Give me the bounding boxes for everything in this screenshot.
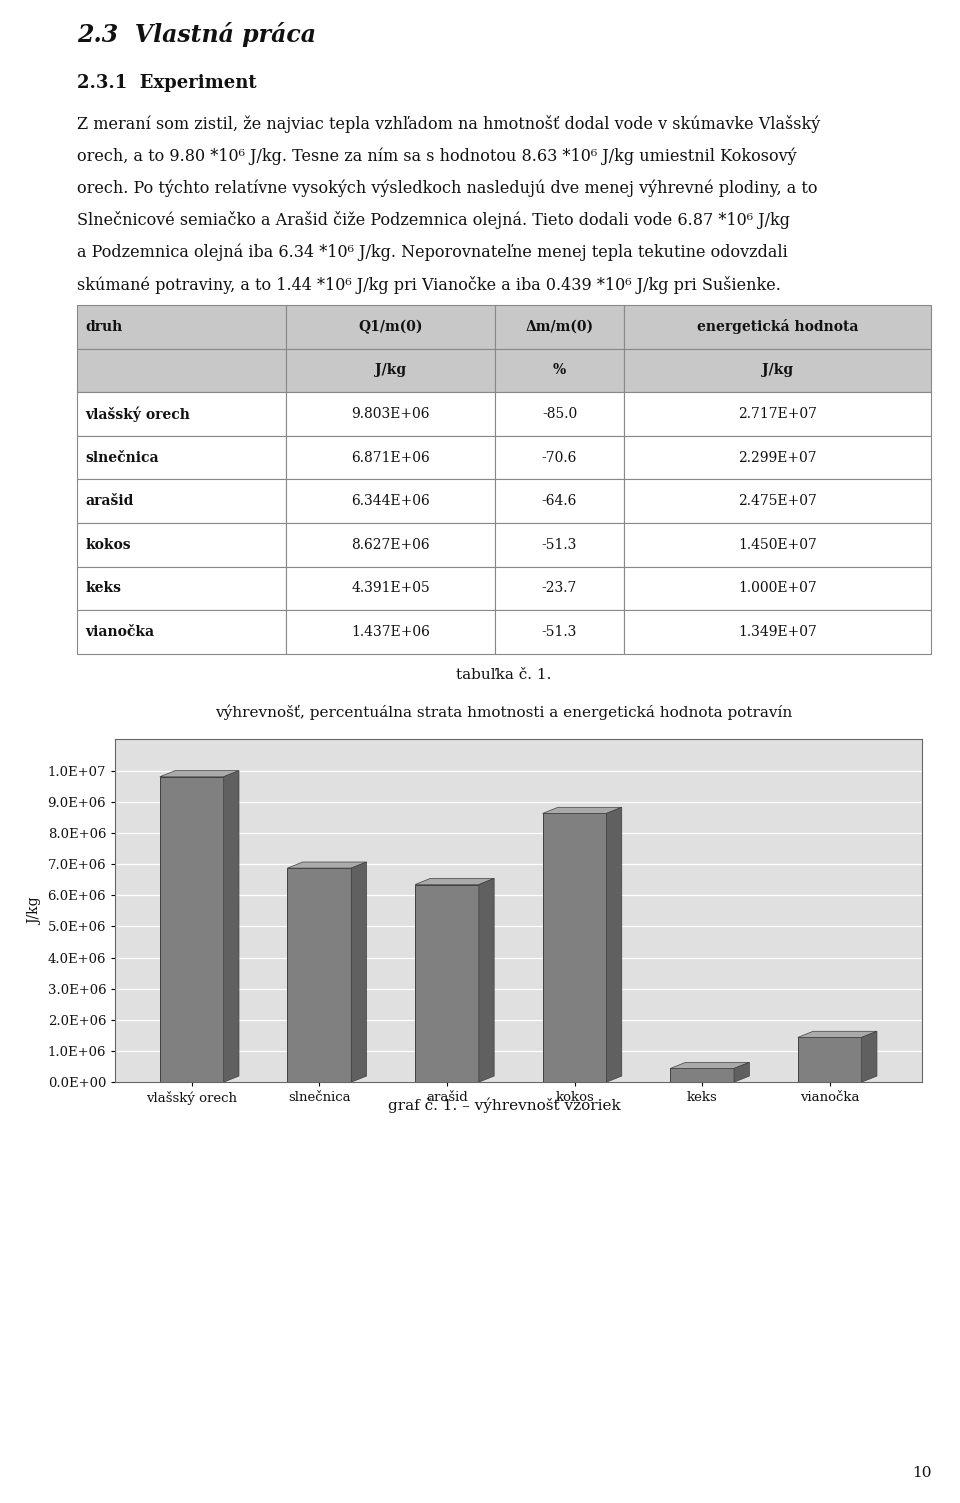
Bar: [624, 305, 931, 349]
Text: %: %: [553, 364, 566, 377]
Text: 2.475E+07: 2.475E+07: [738, 494, 817, 508]
Bar: [77, 436, 286, 479]
Text: vlašský orech: vlašský orech: [85, 406, 190, 422]
Text: Z meraní som zistil, že najviac tepla vzhľadom na hmotnošť dodal vode v skúmavke: Z meraní som zistil, že najviac tepla vz…: [77, 116, 820, 134]
Bar: [495, 523, 624, 567]
Bar: [495, 349, 624, 392]
Polygon shape: [351, 863, 367, 1082]
Bar: [160, 777, 224, 1082]
Polygon shape: [479, 878, 494, 1082]
Bar: [115, 1082, 896, 1085]
Bar: [77, 349, 286, 392]
Y-axis label: J/kg: J/kg: [28, 897, 42, 924]
Text: 6.344E+06: 6.344E+06: [351, 494, 430, 508]
Text: 4.391E+05: 4.391E+05: [351, 582, 430, 595]
Polygon shape: [607, 807, 622, 1082]
Polygon shape: [670, 1063, 750, 1069]
Bar: [77, 392, 286, 436]
Bar: [77, 567, 286, 610]
Text: 10: 10: [912, 1465, 931, 1480]
Polygon shape: [542, 807, 622, 813]
Bar: [415, 885, 479, 1082]
Bar: [286, 523, 495, 567]
Bar: [624, 610, 931, 654]
Polygon shape: [862, 1031, 876, 1082]
Text: orech. Po týchto relatívne vysokých výsledkoch nasledujú dve menej výhrevné plod: orech. Po týchto relatívne vysokých výsl…: [77, 180, 817, 197]
Text: tabuľka č. 1.: tabuľka č. 1.: [456, 667, 552, 682]
Bar: [286, 349, 495, 392]
Text: kokos: kokos: [85, 538, 131, 552]
Text: slnečnica: slnečnica: [85, 451, 159, 464]
Text: Δm/m(0): Δm/m(0): [525, 320, 593, 334]
Bar: [624, 436, 931, 479]
Text: orech, a to 9.80 *10⁶ J/kg. Tesne za ním sa s hodnotou 8.63 *10⁶ J/kg umiestnil : orech, a to 9.80 *10⁶ J/kg. Tesne za ním…: [77, 147, 797, 165]
Bar: [495, 479, 624, 523]
Text: Q1/m(0): Q1/m(0): [358, 320, 423, 334]
Text: -70.6: -70.6: [541, 451, 577, 464]
Text: 2.299E+07: 2.299E+07: [738, 451, 817, 464]
Bar: [624, 479, 931, 523]
Text: 1.349E+07: 1.349E+07: [738, 625, 817, 639]
Text: 2.3  Vlastná práca: 2.3 Vlastná práca: [77, 23, 316, 47]
Bar: [77, 523, 286, 567]
Text: 6.871E+06: 6.871E+06: [351, 451, 430, 464]
Bar: [624, 567, 931, 610]
Bar: [495, 305, 624, 349]
Text: druh: druh: [85, 320, 123, 334]
Text: arašid: arašid: [85, 494, 133, 508]
Polygon shape: [160, 771, 239, 777]
Text: J/kg: J/kg: [762, 364, 793, 377]
Bar: [495, 610, 624, 654]
Polygon shape: [224, 771, 239, 1082]
Text: keks: keks: [85, 582, 121, 595]
Text: J/kg: J/kg: [375, 364, 406, 377]
Text: skúmané potraviny, a to 1.44 *10⁶ J/kg pri Vianočke a iba 0.439 *10⁶ J/kg pri Su: skúmané potraviny, a to 1.44 *10⁶ J/kg p…: [77, 275, 780, 293]
Bar: [495, 392, 624, 436]
Text: 2.3.1  Experiment: 2.3.1 Experiment: [77, 75, 256, 92]
Text: 2.717E+07: 2.717E+07: [738, 407, 817, 421]
Bar: [286, 305, 495, 349]
Text: 9.803E+06: 9.803E+06: [351, 407, 430, 421]
Polygon shape: [734, 1063, 750, 1082]
Polygon shape: [287, 863, 367, 869]
Bar: [286, 392, 495, 436]
Bar: [77, 479, 286, 523]
Polygon shape: [798, 1031, 876, 1037]
Text: Slnečnicové semiačko a Arašid čiže Podzemnica olejná. Tieto dodali vode 6.87 *10: Slnečnicové semiačko a Arašid čiže Podze…: [77, 212, 790, 230]
Bar: [287, 869, 351, 1082]
Bar: [798, 1037, 862, 1082]
Bar: [286, 567, 495, 610]
Bar: [542, 813, 607, 1082]
Text: 8.627E+06: 8.627E+06: [351, 538, 430, 552]
Text: -23.7: -23.7: [541, 582, 577, 595]
Bar: [77, 305, 286, 349]
Bar: [670, 1069, 734, 1082]
Bar: [286, 436, 495, 479]
Text: -64.6: -64.6: [541, 494, 577, 508]
Text: -85.0: -85.0: [541, 407, 577, 421]
Bar: [286, 479, 495, 523]
Bar: [624, 523, 931, 567]
Bar: [624, 392, 931, 436]
Text: 1.437E+06: 1.437E+06: [351, 625, 430, 639]
Bar: [495, 436, 624, 479]
Text: 1.450E+07: 1.450E+07: [738, 538, 817, 552]
Bar: [77, 610, 286, 654]
Text: výhrevnošť, percentuálna strata hmotnosti a energetická hodnota potravín: výhrevnošť, percentuálna strata hmotnost…: [215, 705, 793, 720]
Bar: [286, 610, 495, 654]
Text: -51.3: -51.3: [541, 625, 577, 639]
Bar: [495, 567, 624, 610]
Bar: [624, 349, 931, 392]
Text: vianočka: vianočka: [85, 625, 155, 639]
Polygon shape: [415, 878, 494, 885]
Text: -51.3: -51.3: [541, 538, 577, 552]
Text: 1.000E+07: 1.000E+07: [738, 582, 817, 595]
Text: graf č. 1. – výhrevnošť vzoriek: graf č. 1. – výhrevnošť vzoriek: [388, 1097, 620, 1114]
Text: energetická hodnota: energetická hodnota: [697, 320, 858, 334]
Text: a Podzemnica olejná iba 6.34 *10⁶ J/kg. Neporovnateľne menej tepla tekutine odov: a Podzemnica olejná iba 6.34 *10⁶ J/kg. …: [77, 243, 787, 262]
